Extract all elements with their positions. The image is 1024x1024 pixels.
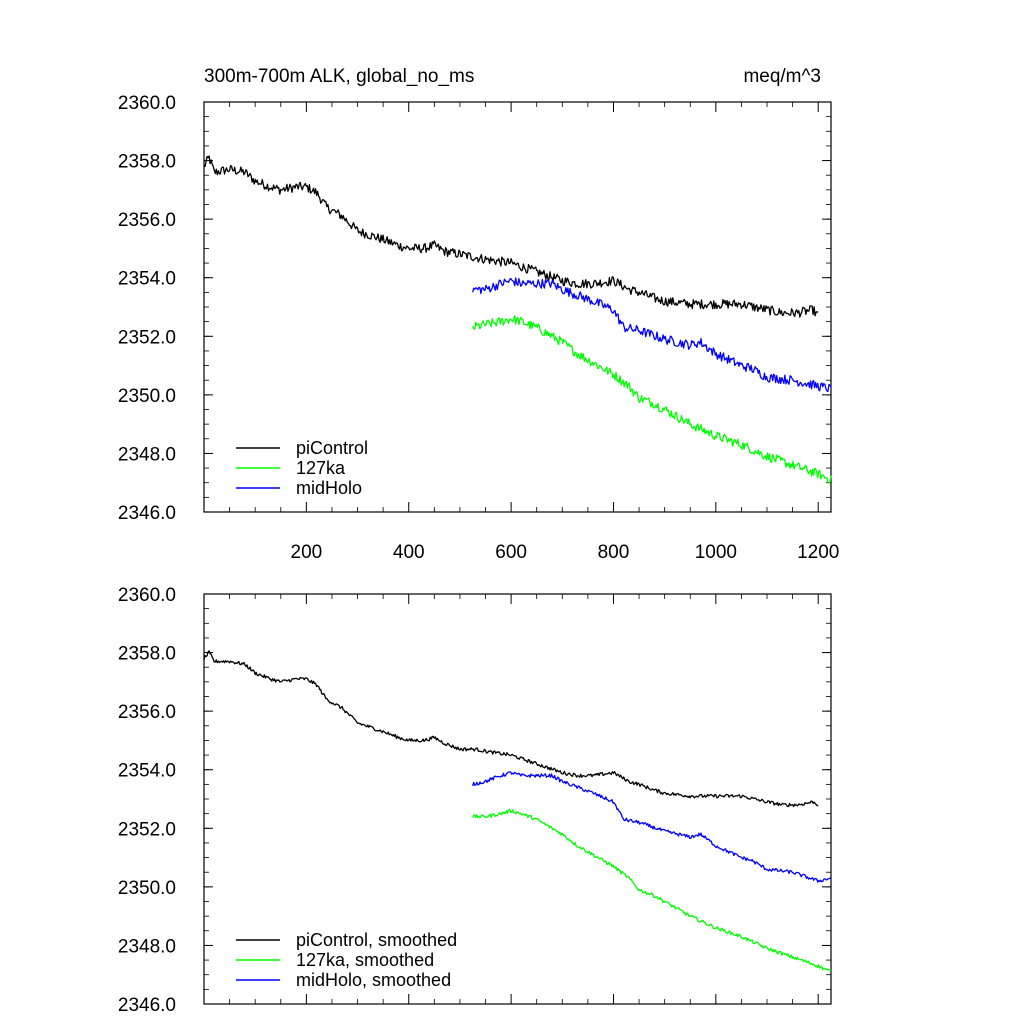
panel-bottom: 2346.0 2348.0 2350.0 2352.0 2354.0 2356.0 2358…: [118, 585, 832, 1016]
series-line: [472, 808, 832, 972]
chart-title: 300m-700m ALK, global_no_ms: [204, 66, 474, 87]
y-tick-label: 2352.0: [118, 327, 176, 348]
series-line: [472, 315, 832, 484]
legend-label: piControl, smoothed: [296, 930, 457, 950]
legend-label: 127ka, smoothed: [296, 950, 434, 970]
y-tick-label: 2356.0: [118, 210, 176, 231]
x-tick-label: 400: [393, 542, 425, 563]
y-tick-label: 2360.0: [118, 585, 176, 606]
panel-top: 2346.0 2348.0 2350.0 2352.0 2354.0 2356.0 2358…: [118, 93, 839, 563]
y-tick-label: 2346.0: [118, 503, 176, 524]
units-label: meq/m^3: [743, 66, 821, 87]
legend-label: 127ka: [296, 458, 346, 478]
y-tick-label: 2346.0: [118, 995, 176, 1016]
x-tick-label: 1200: [797, 542, 839, 563]
y-tick-label: 2358.0: [118, 152, 176, 173]
legend-label: piControl: [296, 438, 368, 458]
series-line: [203, 155, 819, 318]
y-tick-label: 2348.0: [118, 444, 176, 465]
y-tick-label: 2354.0: [118, 269, 176, 290]
y-tick-label: 2356.0: [118, 702, 176, 723]
x-tick-label: 1000: [695, 542, 737, 563]
y-tick-label: 2360.0: [118, 93, 176, 114]
y-tick-label: 2352.0: [118, 819, 176, 840]
y-tick-label: 2358.0: [118, 644, 176, 665]
y-tick-label: 2350.0: [118, 386, 176, 407]
y-tick-label: 2350.0: [118, 878, 176, 899]
y-tick-label: 2354.0: [118, 761, 176, 782]
x-tick-label: 600: [495, 542, 527, 563]
series-line: [472, 771, 832, 883]
x-tick-label: 800: [598, 542, 630, 563]
series-line: [203, 650, 819, 808]
legend-label: midHolo, smoothed: [296, 970, 451, 990]
series-line: [472, 277, 832, 393]
y-tick-label: 2348.0: [118, 936, 176, 957]
legend-label: midHolo: [296, 478, 362, 498]
x-tick-label: 200: [291, 542, 323, 563]
